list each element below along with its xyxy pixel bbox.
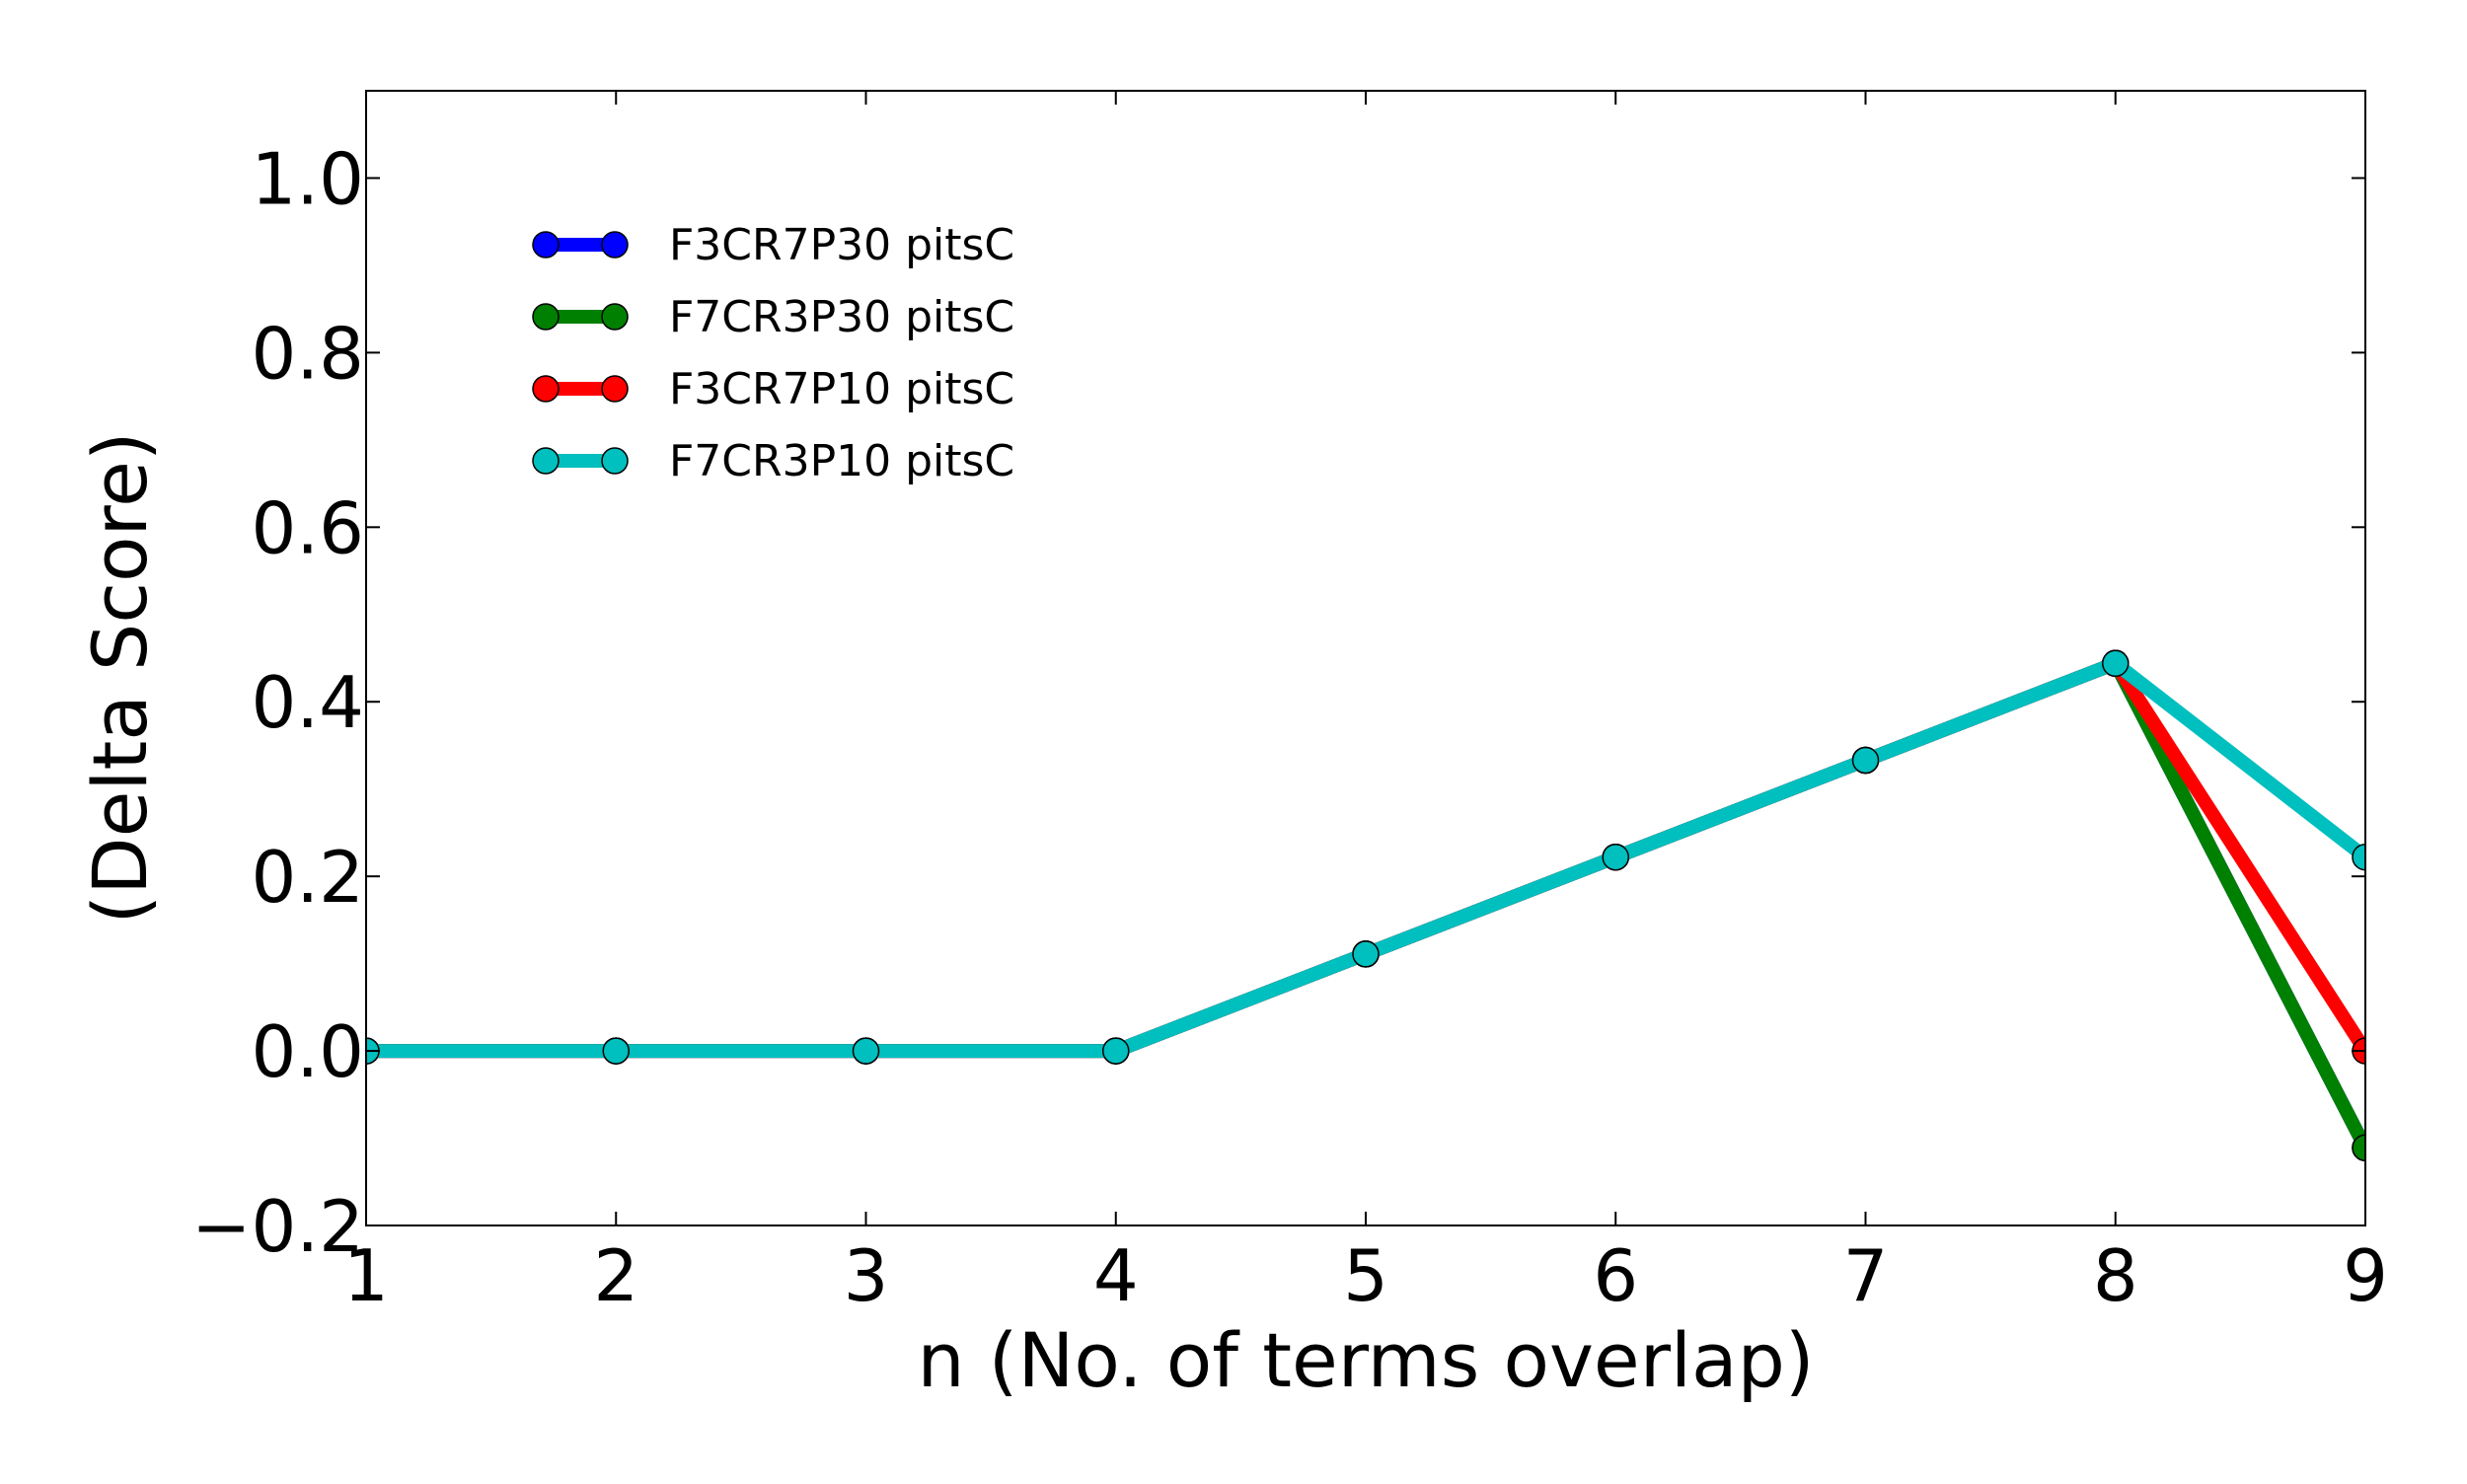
y-tick-label: 0.0 bbox=[251, 1010, 364, 1093]
y-tick-label: 1.0 bbox=[251, 137, 364, 220]
series-line bbox=[366, 656, 2365, 1151]
x-tick-label: 3 bbox=[844, 1234, 889, 1317]
series-layer bbox=[366, 649, 2365, 1162]
y-tick-label: 0.6 bbox=[251, 486, 364, 569]
data-point bbox=[1851, 746, 1880, 775]
data-point bbox=[852, 1037, 880, 1065]
ticks-layer: 1 2 3 4 5 6 7 8 9 −0.2 0.0 0.2 0.4 0.6 0.8 1.0 bbox=[191, 91, 2388, 1317]
data-point bbox=[1352, 940, 1380, 968]
y-tick-label: 0.2 bbox=[251, 836, 364, 919]
legend-marker bbox=[532, 375, 560, 403]
data-point bbox=[602, 1037, 630, 1065]
x-tick-label: 5 bbox=[1343, 1234, 1388, 1317]
legend-label: F7CR3P30 pitsC bbox=[669, 292, 1014, 342]
x-tick-label: 8 bbox=[2093, 1234, 2138, 1317]
series-line bbox=[366, 656, 2365, 1059]
series-1 bbox=[366, 649, 2365, 1162]
series-4 bbox=[366, 649, 2365, 1065]
legend-entry: F3CR7P10 pitsC bbox=[532, 364, 1014, 414]
series-line bbox=[366, 656, 2365, 1059]
legend-label: F3CR7P30 pitsC bbox=[669, 220, 1014, 270]
data-point bbox=[2352, 1134, 2365, 1162]
x-tick-label: 7 bbox=[1843, 1234, 1889, 1317]
series-line bbox=[366, 656, 2365, 1151]
x-tick-label: 4 bbox=[1093, 1234, 1139, 1317]
y-tick-label: −0.2 bbox=[191, 1185, 364, 1268]
data-point bbox=[1102, 1037, 1130, 1065]
legend-marker bbox=[601, 303, 629, 331]
y-tick-label: 0.8 bbox=[251, 312, 364, 395]
x-axis-label: n (No. of terms overlap) bbox=[917, 1316, 1814, 1404]
legend-entry: F7CR3P30 pitsC bbox=[532, 292, 1014, 342]
legend-marker bbox=[532, 447, 560, 475]
legend-label: F7CR3P10 pitsC bbox=[669, 436, 1014, 486]
x-tick-label: 9 bbox=[2343, 1234, 2388, 1317]
legend-marker bbox=[601, 447, 629, 475]
y-axis-label: (Delta Score) bbox=[76, 431, 164, 924]
series-2 bbox=[366, 649, 2365, 1162]
legend-marker bbox=[532, 231, 560, 259]
y-tick-label: 0.4 bbox=[251, 661, 364, 744]
series-3 bbox=[366, 649, 2365, 1065]
x-tick-label: 2 bbox=[593, 1234, 638, 1317]
data-point bbox=[2352, 843, 2365, 871]
data-point bbox=[1602, 843, 1629, 871]
data-point bbox=[2102, 649, 2130, 678]
legend-marker bbox=[601, 375, 629, 403]
legend-marker bbox=[532, 303, 560, 331]
x-tick-label: 6 bbox=[1593, 1234, 1638, 1317]
legend-marker bbox=[601, 231, 629, 259]
x-tick-label: 1 bbox=[343, 1234, 389, 1317]
legend: F3CR7P30 pitsC F7CR3P30 pitsC F3CR7P10 pit… bbox=[532, 220, 1014, 486]
legend-label: F3CR7P10 pitsC bbox=[669, 364, 1014, 414]
legend-entry: F3CR7P30 pitsC bbox=[532, 220, 1014, 270]
legend-entry: F7CR3P10 pitsC bbox=[532, 436, 1014, 486]
